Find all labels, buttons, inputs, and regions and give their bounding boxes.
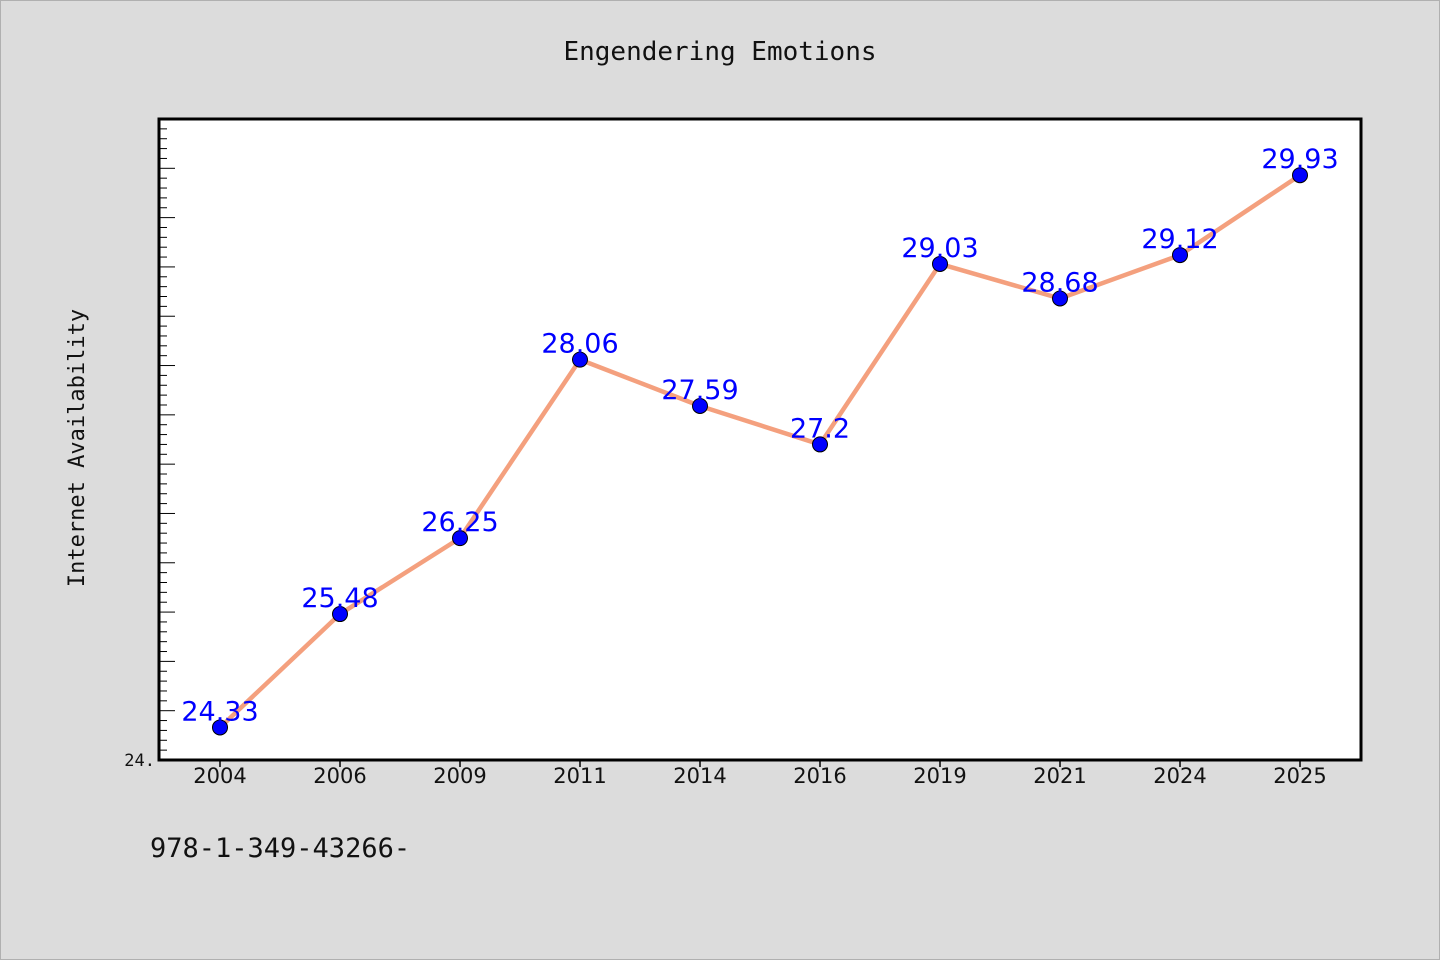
data-label: 27.2 [790, 413, 850, 444]
x-tick-label: 2006 [313, 764, 366, 788]
data-label: 28.68 [1021, 267, 1098, 298]
x-axis-ticks: 2004 2006 2009 2011 2014 2016 2019 2021 2024 2025 [193, 760, 1327, 788]
data-point [1172, 247, 1188, 264]
y-axis-ticks [159, 128, 175, 751]
x-tick-label: 2024 [1153, 764, 1206, 788]
data-point [932, 255, 948, 272]
data-point [572, 351, 588, 368]
data-label: 28.06 [541, 329, 618, 360]
plot-area [157, 117, 1363, 762]
data-label: 25.48 [301, 583, 378, 614]
data-point [692, 397, 708, 414]
chart-title: Engendering Emotions [563, 37, 876, 67]
x-tick-label: 2019 [913, 764, 966, 788]
data-label: 29.93 [1261, 144, 1338, 175]
y-axis-label: Internet Availability [65, 309, 90, 587]
data-label: 24.33 [181, 696, 258, 727]
x-tick-label: 2025 [1273, 764, 1326, 788]
footer-identifier: 978-1-349-43266- [150, 833, 411, 864]
data-point [812, 436, 828, 453]
data-point [1052, 290, 1068, 307]
x-tick-label: 2014 [673, 764, 726, 788]
data-point [1292, 167, 1308, 184]
x-tick-label: 2004 [193, 764, 246, 788]
y-tick-label: 24. [124, 751, 155, 771]
data-label: 29.03 [901, 233, 978, 264]
data-point [332, 606, 348, 623]
data-point [452, 530, 468, 547]
x-tick-label: 2011 [553, 764, 606, 788]
x-tick-label: 2016 [793, 764, 846, 788]
data-label: 27.59 [661, 375, 738, 406]
x-tick-label: 2021 [1033, 764, 1086, 788]
data-label: 29.12 [1141, 224, 1218, 255]
series-line [217, 172, 1303, 730]
series-group: 24.33 25.48 26.25 28.06 27.59 27.2 29.03 28.68 2… [181, 144, 1339, 736]
data-point [212, 719, 228, 736]
x-tick-label: 2009 [433, 764, 486, 788]
data-label: 26.25 [421, 507, 498, 538]
